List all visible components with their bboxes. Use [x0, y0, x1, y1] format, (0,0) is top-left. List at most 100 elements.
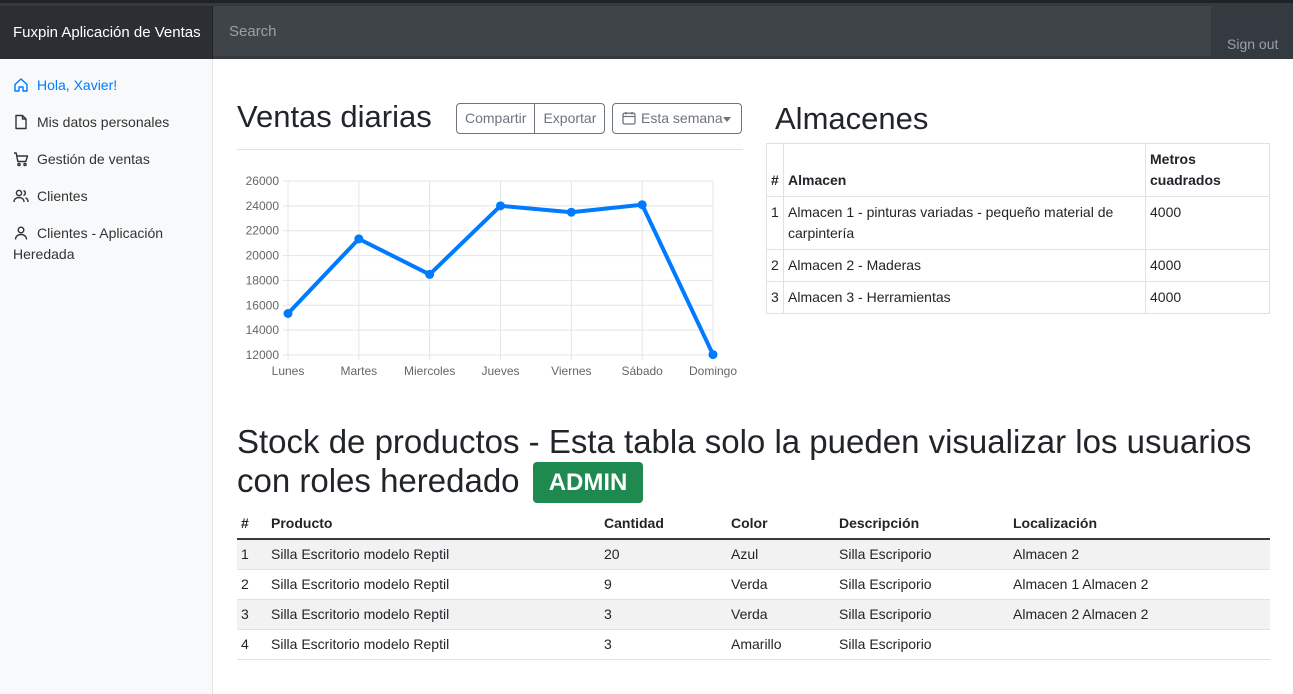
share-button[interactable]: Compartir	[465, 110, 527, 126]
y-tick-label: 22000	[246, 224, 280, 238]
table-cell: 2	[766, 249, 784, 282]
column-header: Almacen	[783, 143, 1146, 197]
table-cell: Almacen 2 - Maderas	[783, 249, 1146, 282]
period-label: Esta semana	[641, 110, 723, 126]
table-cell: Silla Escritorio modelo Reptil	[267, 629, 600, 660]
y-tick-label: 20000	[246, 249, 280, 263]
table-row: 1 Silla Escritorio modelo Reptil 20 Azul…	[237, 538, 1270, 570]
x-tick-label: Lunes	[272, 364, 305, 378]
x-tick-label: Viernes	[551, 364, 591, 378]
app-brand[interactable]: Fuxpin Aplicación de Ventas	[0, 6, 213, 59]
users-icon	[13, 189, 29, 203]
stock-title: Stock de productos - Esta tabla solo la …	[237, 422, 1277, 503]
table-cell: Verda	[727, 599, 835, 630]
sidebar-item-legacy-clients[interactable]: Clientes - Aplicación Heredada	[13, 223, 203, 265]
table-cell: 3	[600, 629, 727, 660]
table-header-row: # Producto Cantidad Color Descripción Lo…	[237, 508, 1270, 540]
table-cell: 20	[600, 538, 727, 570]
sales-line-chart: 12000 14000 16000 18000 20000 22000 24000 26000…	[246, 174, 738, 378]
table-row: 3 Silla Escritorio modelo Reptil 3 Verda…	[237, 599, 1270, 630]
y-tick-label: 18000	[246, 273, 280, 287]
column-header: #	[237, 508, 267, 540]
table-cell: Almacen 2 Almacen 2	[1009, 599, 1270, 630]
calendar-icon	[622, 112, 636, 125]
x-tick-label: Domingo	[689, 364, 737, 378]
column-header: Localización	[1009, 508, 1270, 540]
sign-out-link[interactable]: Sign out	[1227, 36, 1279, 52]
table-cell: 1	[237, 538, 267, 570]
sales-title: Ventas diarias	[237, 99, 432, 134]
admin-badge: ADMIN	[532, 462, 644, 503]
export-button[interactable]: Exportar	[534, 104, 604, 133]
sidebar-item-label: Hola, Xavier!	[37, 77, 118, 93]
column-header: Color	[727, 508, 835, 540]
divider	[237, 149, 743, 150]
table-cell: Amarillo	[727, 629, 835, 660]
table-row: 3 Almacen 3 - Herramientas 4000	[766, 281, 1270, 314]
sidebar-item-label: Clientes	[37, 188, 88, 204]
table-cell: Verda	[727, 569, 835, 600]
user-icon	[14, 226, 28, 240]
stock-table: # Producto Cantidad Color Descripción Lo…	[237, 508, 1270, 660]
table-cell: 4000	[1145, 196, 1270, 250]
table-cell: Almacen 1 Almacen 2	[1009, 569, 1270, 600]
x-tick-label: Martes	[340, 364, 377, 378]
table-cell: 4	[237, 629, 267, 660]
table-header-row: # Almacen Metros cuadrados	[766, 143, 1270, 197]
chevron-down-icon	[723, 117, 731, 122]
x-tick-label: Sábado	[621, 364, 663, 378]
table-row: 1 Almacen 1 - pinturas variadas - pequeñ…	[766, 196, 1270, 250]
sidebar-item-personal-data[interactable]: Mis datos personales	[13, 112, 203, 133]
table-cell: Silla Escriporio	[835, 599, 1009, 630]
data-point	[283, 309, 293, 319]
table-row: 2 Almacen 2 - Maderas 4000	[766, 249, 1270, 282]
period-dropdown[interactable]: Esta semana	[612, 103, 742, 134]
y-tick-label: 12000	[246, 348, 280, 362]
x-tick-label: Miercoles	[404, 364, 455, 378]
x-tick-label: Jueves	[481, 364, 519, 378]
sidebar-item-label: Mis datos personales	[37, 114, 170, 130]
column-header: Cantidad	[600, 508, 727, 540]
stock-title-text: Stock de productos - Esta tabla solo la …	[237, 423, 1252, 499]
data-point	[496, 201, 505, 211]
sidebar-item-label: Gestión de ventas	[37, 151, 150, 167]
data-point	[566, 207, 576, 217]
data-point	[708, 350, 718, 360]
table-cell: Silla Escritorio modelo Reptil	[267, 569, 600, 600]
table-cell: 4000	[1145, 281, 1270, 314]
table-cell: 2	[237, 569, 267, 600]
y-tick-label: 26000	[246, 174, 280, 188]
toolbar-button-group: Compartir Exportar	[456, 103, 606, 134]
table-cell: Silla Escriporio	[835, 538, 1009, 570]
data-point	[425, 269, 435, 279]
warehouses-table: # Almacen Metros cuadrados 1 Almacen 1 -…	[766, 143, 1270, 314]
sidebar: Hola, Xavier! Mis datos personales Gesti…	[0, 59, 213, 694]
column-header: Producto	[267, 508, 600, 540]
table-cell: Silla Escriporio	[835, 629, 1009, 660]
y-tick-label: 16000	[246, 298, 280, 312]
home-icon	[14, 78, 28, 92]
table-cell: 9	[600, 569, 727, 600]
sidebar-item-sales[interactable]: Gestión de ventas	[13, 149, 203, 170]
table-cell: 3	[237, 599, 267, 630]
warehouses-title: Almacenes	[775, 101, 929, 136]
data-point	[637, 200, 647, 210]
table-cell: 1	[766, 196, 784, 250]
data-point	[354, 234, 364, 244]
table-cell: 4000	[1145, 249, 1270, 282]
table-cell: 3	[766, 281, 784, 314]
table-cell: Azul	[727, 538, 835, 570]
top-navbar: Fuxpin Aplicación de Ventas Sign out	[0, 0, 1293, 59]
table-cell: Almacen 3 - Herramientas	[783, 281, 1146, 314]
sidebar-item-clients[interactable]: Clientes	[13, 186, 203, 207]
column-header: Descripción	[835, 508, 1009, 540]
table-row: 4 Silla Escritorio modelo Reptil 3 Amari…	[237, 629, 1270, 660]
sidebar-item-home[interactable]: Hola, Xavier!	[13, 75, 203, 96]
y-tick-label: 14000	[246, 323, 280, 337]
table-cell: Almacen 1 - pinturas variadas - pequeño …	[783, 196, 1146, 250]
search-input[interactable]	[213, 6, 1211, 56]
column-header: Metros cuadrados	[1145, 143, 1270, 197]
table-row: 2 Silla Escritorio modelo Reptil 9 Verda…	[237, 569, 1270, 600]
table-cell: 3	[600, 599, 727, 630]
file-icon	[15, 114, 27, 130]
